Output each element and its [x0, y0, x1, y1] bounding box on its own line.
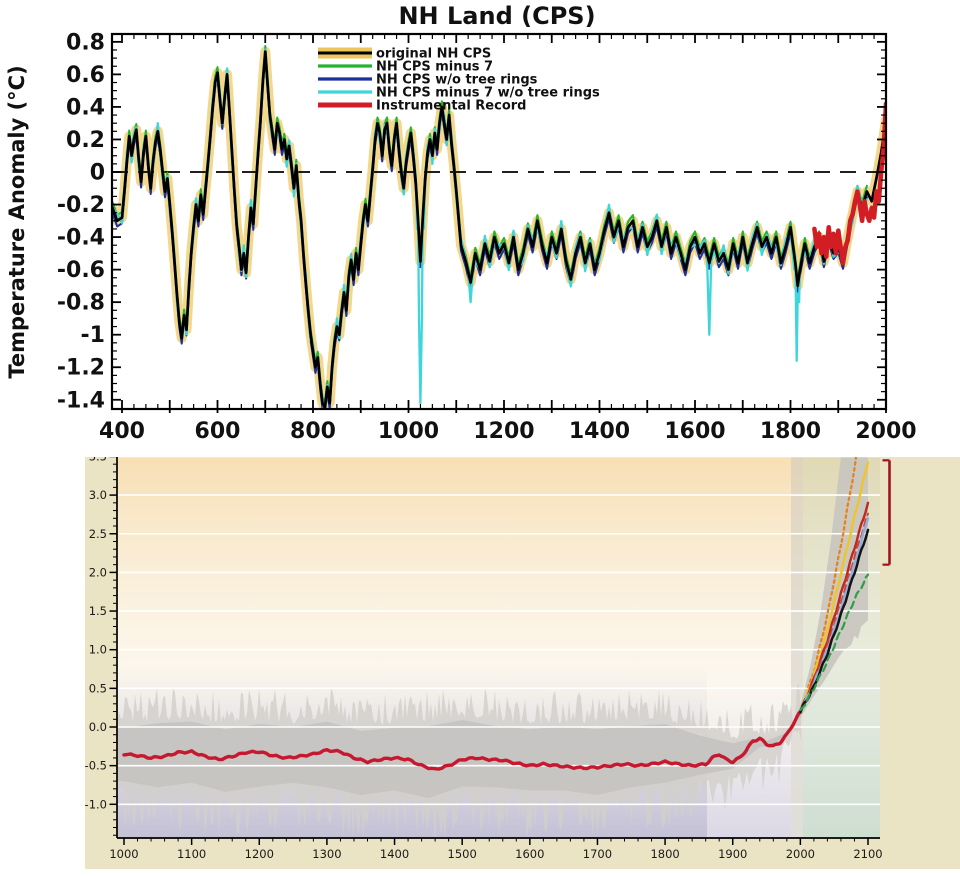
top-series-layer	[112, 44, 886, 409]
legend-swatches	[318, 47, 372, 108]
y-tick-label: 3.0	[89, 488, 107, 502]
legend-item-label: NH CPS minus 7	[376, 60, 493, 75]
x-tick-label: 1700	[583, 847, 612, 861]
background-strip-grey	[791, 457, 803, 838]
x-tick-label: 1000	[378, 419, 439, 444]
y-tick-label: 0.5	[89, 681, 107, 695]
y-tick-label: -0.6	[57, 258, 105, 283]
projection-line-scenario-green-dashed	[799, 573, 870, 712]
x-tick-label: 600	[195, 419, 241, 444]
y-tick-label: -0.4	[57, 226, 105, 251]
y-tick-label: 2.5	[89, 527, 107, 541]
y-tick-label: 0	[90, 161, 105, 186]
bottom-series-layer	[117, 457, 880, 838]
y-tick-label: 2.0	[89, 565, 107, 579]
y-axis-title: Temperature Anomaly (°C)	[5, 65, 29, 378]
x-tick-label: 1000	[109, 847, 138, 861]
legend-item-label: NH CPS w/o tree rings	[376, 73, 538, 88]
series-original-nh-cps-line	[112, 50, 886, 409]
legend-item-label: Instrumental Record	[376, 99, 526, 114]
series-instrumental-record	[812, 101, 886, 266]
x-tick-label: 1500	[448, 847, 477, 861]
x-tick-label: 1800	[760, 419, 821, 444]
red-smoothed-line	[122, 709, 803, 771]
x-tick-label: 1600	[515, 847, 544, 861]
projection-line-scenario-black	[799, 528, 870, 714]
top-ticks-layer: 400 600 800 1000 1200 1400 1600 1800 2000 0.8 0.6 0…	[57, 30, 917, 444]
x-tick-label: 1300	[312, 847, 341, 861]
y-tick-label: -0.5	[85, 759, 107, 773]
y-tick-label: 3.5	[89, 449, 107, 463]
y-tick-label: -1.4	[57, 388, 105, 413]
x-tick-label: 2000	[855, 419, 916, 444]
y-tick-label: -0.2	[57, 193, 105, 218]
uncertainty-band-core	[117, 706, 801, 798]
y-tick-label: 1.5	[89, 604, 107, 618]
legend-item-label: NH CPS minus 7 w/o tree rings	[376, 86, 600, 101]
x-tick-label: 1100	[177, 847, 206, 861]
legend-item-label: original NH CPS	[376, 47, 491, 62]
plot-frame	[110, 32, 888, 411]
x-tick-label: 2100	[853, 847, 882, 861]
x-tick-label: 1400	[569, 419, 630, 444]
y-tick-label: 0.6	[66, 63, 105, 88]
x-tick-label: 800	[290, 419, 336, 444]
x-tick-label: 1900	[718, 847, 747, 861]
x-tick-label: 1200	[245, 847, 274, 861]
y-tick-label: 0.4	[66, 95, 105, 120]
bottom-chart: 3.5 3.0 2.5 2.0 1.5 1.0 0.5 0.0 -0.5 -1.0 1000 1100…	[85, 449, 960, 869]
top-chart: NH Land (CPS) Temperature Anomaly (°C) 4…	[5, 2, 917, 444]
bottom-axes-layer: 3.5 3.0 2.5 2.0 1.5 1.0 0.5 0.0 -0.5 -1.0 1000 1100…	[85, 449, 891, 861]
x-tick-label: 1600	[664, 419, 725, 444]
x-tick-label: 1800	[650, 847, 679, 861]
y-tick-label: -0.8	[57, 291, 105, 316]
y-tick-label: 1.0	[89, 643, 107, 657]
y-tick-label: -1.2	[57, 356, 105, 381]
x-tick-label: 1400	[380, 847, 409, 861]
x-tick-label: 2000	[786, 847, 815, 861]
chart-title: NH Land (CPS)	[398, 2, 595, 30]
y-tick-label: -1.0	[85, 797, 107, 811]
x-tick-label: 400	[99, 419, 145, 444]
legend: original NH CPS NH CPS minus 7 NH CPS w/…	[318, 47, 600, 114]
projection-line-scenario-orange-dotted	[799, 457, 858, 712]
y-tick-label: 0.0	[89, 720, 107, 734]
y-tick-label: -1	[81, 323, 105, 348]
y-tick-label: 0.2	[66, 128, 105, 153]
x-tick-label: 1200	[473, 419, 534, 444]
y-tick-label: 0.8	[66, 30, 105, 55]
